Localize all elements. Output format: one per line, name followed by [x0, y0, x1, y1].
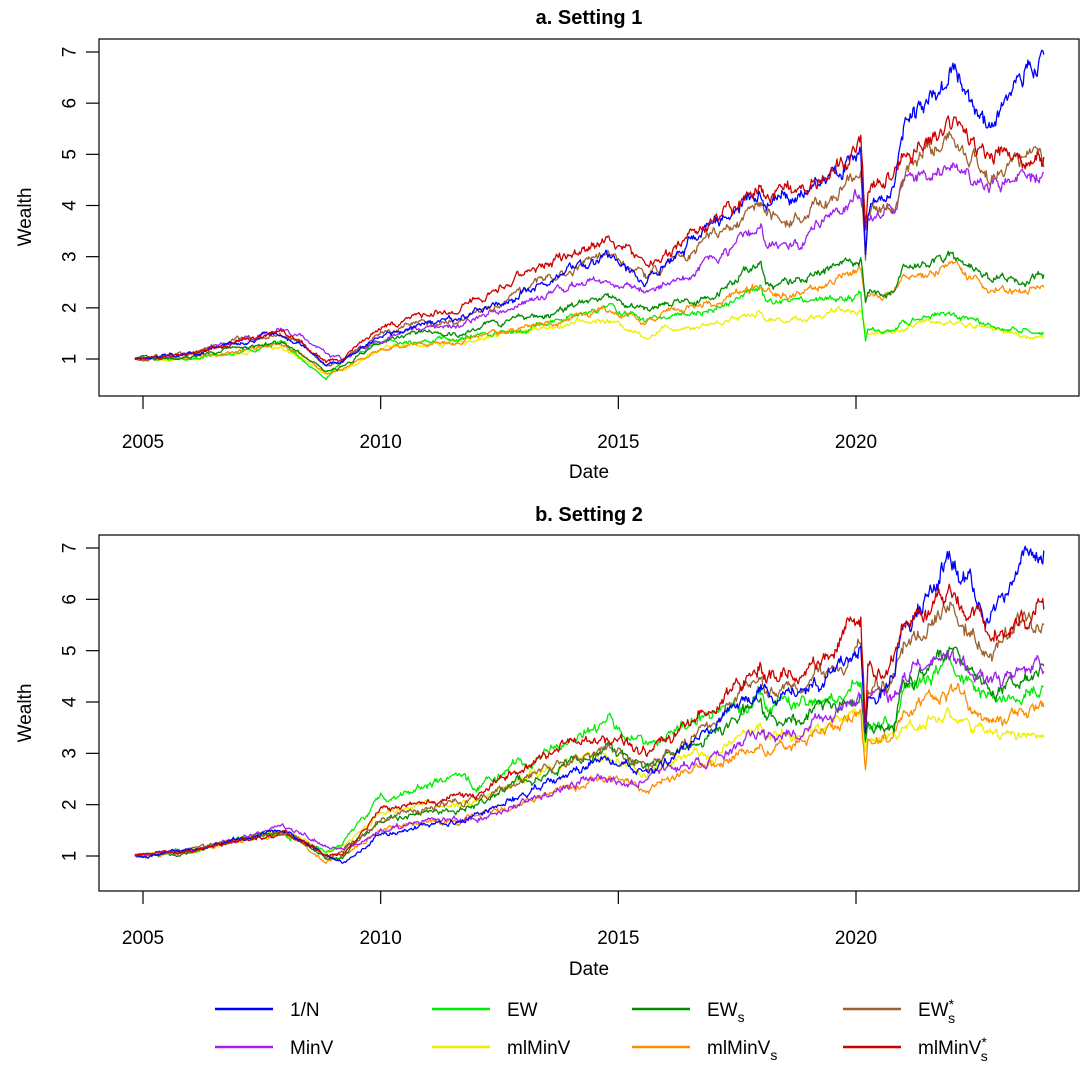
y-tick-label: 1 — [60, 851, 81, 862]
y-tick-label: 3 — [60, 748, 81, 759]
x-tick-label: 2005 — [122, 928, 164, 949]
panel-setting-2: b. Setting 2 Wealth Date 2005 2010 2015 202… — [15, 504, 1080, 980]
y-tick-label: 6 — [60, 594, 81, 605]
legend-item: 1/N — [215, 1000, 320, 1021]
panel-setting-1: a. Setting 1 Wealth Date 2005 2010 2015 202… — [15, 7, 1080, 483]
y-tick-label: 2 — [60, 799, 81, 810]
series-line-ews — [134, 250, 1045, 373]
y-tick-label: 3 — [60, 251, 81, 262]
plot-frame — [98, 38, 1080, 397]
legend-item: mlMinV — [432, 1038, 571, 1059]
series-line-1-n — [134, 49, 1045, 367]
x-tick-label: 2015 — [597, 432, 639, 453]
legend-label: 1/N — [290, 1000, 320, 1021]
series-line-mlminv-s — [134, 115, 1045, 364]
series-line-mlminv — [134, 305, 1045, 376]
x-tick-label: 2005 — [122, 432, 164, 453]
y-tick-label: 1 — [60, 354, 81, 365]
y-tick-label: 5 — [60, 645, 81, 656]
legend-item: EWs — [632, 1000, 745, 1025]
axes: 2005 2010 2015 2020 1 2 3 4 5 6 7 — [60, 534, 1080, 949]
series-line-mlminvs — [134, 260, 1045, 375]
legend-label: EW* s — [918, 996, 955, 1026]
y-axis-label: Wealth — [15, 684, 36, 743]
legend-label: MinV — [290, 1038, 334, 1059]
axes: 2005 2010 2015 2020 1 2 3 4 5 6 7 — [60, 38, 1080, 453]
chart-title: b. Setting 2 — [535, 504, 643, 526]
y-tick-label: 4 — [60, 696, 81, 707]
x-tick-label: 2020 — [835, 432, 877, 453]
y-axis-label: Wealth — [15, 188, 36, 247]
y-tick-label: 5 — [60, 149, 81, 160]
chart-title: a. Setting 1 — [536, 7, 643, 29]
series-group — [134, 545, 1045, 864]
plot-frame — [98, 534, 1080, 892]
x-tick-label: 2010 — [360, 928, 402, 949]
y-tick-label: 6 — [60, 98, 81, 109]
series-group — [134, 49, 1045, 381]
series-line-minv — [134, 649, 1045, 858]
legend-label: EW — [507, 1000, 538, 1021]
legend-label: mlMinVs — [707, 1038, 777, 1063]
legend-label: mlMinV — [507, 1038, 571, 1059]
legend-item: EW* s — [843, 996, 955, 1026]
x-axis-label: Date — [569, 462, 609, 483]
legend-label: mlMinV* s — [918, 1034, 988, 1064]
y-tick-label: 2 — [60, 303, 81, 314]
series-line-mlminv-s — [134, 583, 1045, 858]
x-tick-label: 2010 — [360, 432, 402, 453]
series-line-minv — [134, 162, 1045, 361]
y-tick-label: 4 — [60, 200, 81, 211]
x-tick-label: 2015 — [597, 928, 639, 949]
legend-item: MinV — [215, 1038, 334, 1059]
x-axis-label: Date — [569, 959, 609, 980]
legend-item: EW — [432, 1000, 538, 1021]
legend: 1/N EW EWs EW* s MinV mlMinV mlMinVs mlMinV* s — [215, 996, 988, 1064]
legend-label: EWs — [707, 1000, 745, 1025]
y-tick-label: 7 — [60, 47, 81, 58]
series-line-1-n — [134, 545, 1045, 864]
series-line-ew-s — [134, 601, 1045, 859]
legend-item: mlMinV* s — [843, 1034, 988, 1064]
legend-item: mlMinVs — [632, 1038, 777, 1063]
series-line-ew-s — [134, 130, 1045, 367]
y-tick-label: 7 — [60, 543, 81, 554]
x-tick-label: 2020 — [835, 928, 877, 949]
